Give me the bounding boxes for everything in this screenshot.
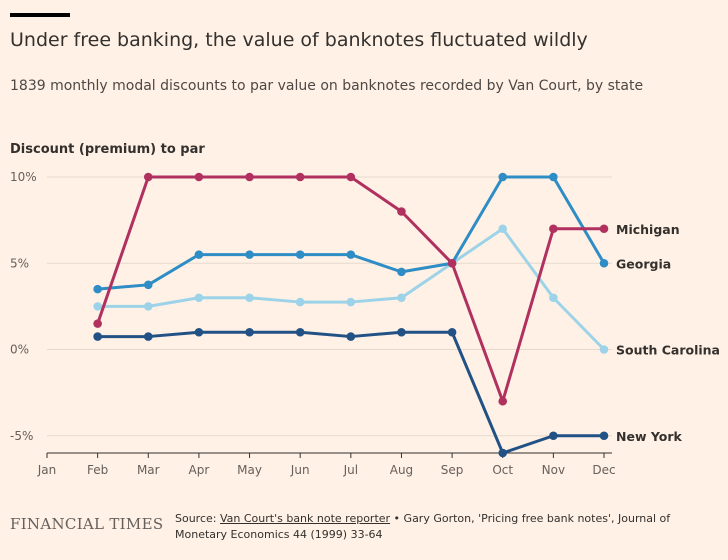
y-tick-label: -5% — [10, 429, 33, 443]
data-point-new-york — [346, 332, 356, 341]
data-point-new-york — [93, 332, 102, 341]
x-tick-label: Dec — [592, 463, 615, 477]
data-point-georgia — [397, 267, 406, 277]
data-point-south-carolina — [93, 302, 102, 311]
source-prefix: Source: — [175, 512, 220, 525]
series-label-new-york: New York — [616, 429, 682, 444]
data-point-michigan — [194, 172, 204, 182]
series-labels: South Carolina Georgia New York Michigan — [616, 222, 720, 444]
data-point-michigan — [245, 172, 254, 182]
series-label-michigan: Michigan — [616, 222, 680, 237]
x-tick-label: Aug — [390, 463, 413, 477]
series-label-georgia: Georgia — [616, 256, 671, 271]
chart-title: Under free banking, the value of banknot… — [10, 29, 588, 51]
data-point-new-york — [194, 327, 204, 337]
x-axis: Jan Feb Mar Apr May Jun Jul Aug Sep Oct Nov Dec — [37, 452, 616, 477]
data-point-georgia — [93, 284, 102, 294]
top-rule — [10, 13, 70, 17]
x-tick-label: Jun — [290, 463, 310, 477]
data-point-georgia — [245, 250, 254, 259]
data-point-south-carolina — [346, 297, 356, 307]
data-point-south-carolina — [599, 345, 609, 354]
x-tick-label: Mar — [137, 463, 160, 477]
chart-subtitle: 1839 monthly modal discounts to par valu… — [10, 78, 644, 94]
data-point-south-carolina — [194, 293, 204, 303]
y-tick-label: 10% — [10, 170, 37, 184]
x-tick-label: May — [237, 463, 262, 477]
x-tick-label: Jan — [37, 463, 57, 477]
x-tick-label: Sep — [441, 463, 464, 477]
data-point-georgia — [295, 250, 305, 259]
data-point-new-york — [447, 327, 457, 337]
line-chart: 10% 5% 0% -5% Jan Feb Mar Apr May Jun Jul Aug Sep Oc… — [10, 170, 720, 477]
data-point-michigan — [346, 172, 356, 182]
data-point-new-york — [295, 327, 305, 337]
series-line-michigan — [96, 175, 606, 403]
source-link[interactable]: Van Court's bank note reporter — [219, 512, 391, 525]
data-point-georgia — [194, 250, 204, 259]
x-tick-label: Nov — [542, 463, 565, 477]
data-point-south-carolina — [498, 224, 508, 234]
data-point-south-carolina — [245, 293, 254, 303]
data-point-michigan — [295, 172, 305, 182]
data-point-georgia — [599, 258, 609, 268]
data-point-michigan — [549, 224, 558, 234]
series-line-south-carolina — [96, 227, 606, 351]
source-note: Source: Van Court's bank note reporter •… — [175, 511, 720, 543]
y-axis-label: Discount (premium) to par — [10, 142, 205, 157]
data-point-new-york — [397, 327, 406, 337]
data-point-michigan — [447, 258, 457, 268]
x-tick-label: Apr — [189, 463, 210, 477]
data-point-georgia — [549, 172, 558, 182]
y-tick-label: 0% — [10, 343, 29, 357]
data-point-georgia — [498, 172, 508, 182]
data-point-georgia — [346, 250, 356, 259]
x-tick-label: Oct — [492, 463, 513, 477]
y-tick-labels: 10% 5% 0% -5% — [10, 170, 37, 443]
source-rest: • Gary Gorton, 'Pricing free bank notes'… — [175, 512, 671, 541]
data-point-new-york — [599, 431, 609, 441]
data-point-new-york — [245, 327, 254, 337]
series-lines — [93, 172, 609, 458]
data-point-south-carolina — [397, 293, 406, 303]
data-point-south-carolina — [143, 302, 153, 311]
data-point-south-carolina — [549, 293, 558, 303]
data-point-new-york — [498, 448, 508, 458]
data-point-new-york — [549, 431, 558, 441]
data-point-michigan — [599, 224, 609, 234]
series-line-georgia — [96, 175, 606, 291]
data-point-michigan — [143, 172, 153, 182]
x-tick-label: Jul — [343, 463, 358, 477]
data-point-georgia — [143, 280, 153, 290]
data-point-new-york — [143, 332, 153, 341]
series-line-new-york — [96, 330, 606, 455]
data-point-michigan — [397, 207, 406, 216]
ft-logo: FINANCIAL TIMES — [10, 515, 164, 533]
data-point-michigan — [498, 396, 508, 406]
data-point-michigan — [93, 319, 102, 328]
y-tick-label: 5% — [10, 256, 29, 270]
x-tick-label: Feb — [87, 463, 108, 477]
data-point-south-carolina — [295, 297, 305, 307]
series-label-south-carolina: South Carolina — [616, 343, 720, 358]
